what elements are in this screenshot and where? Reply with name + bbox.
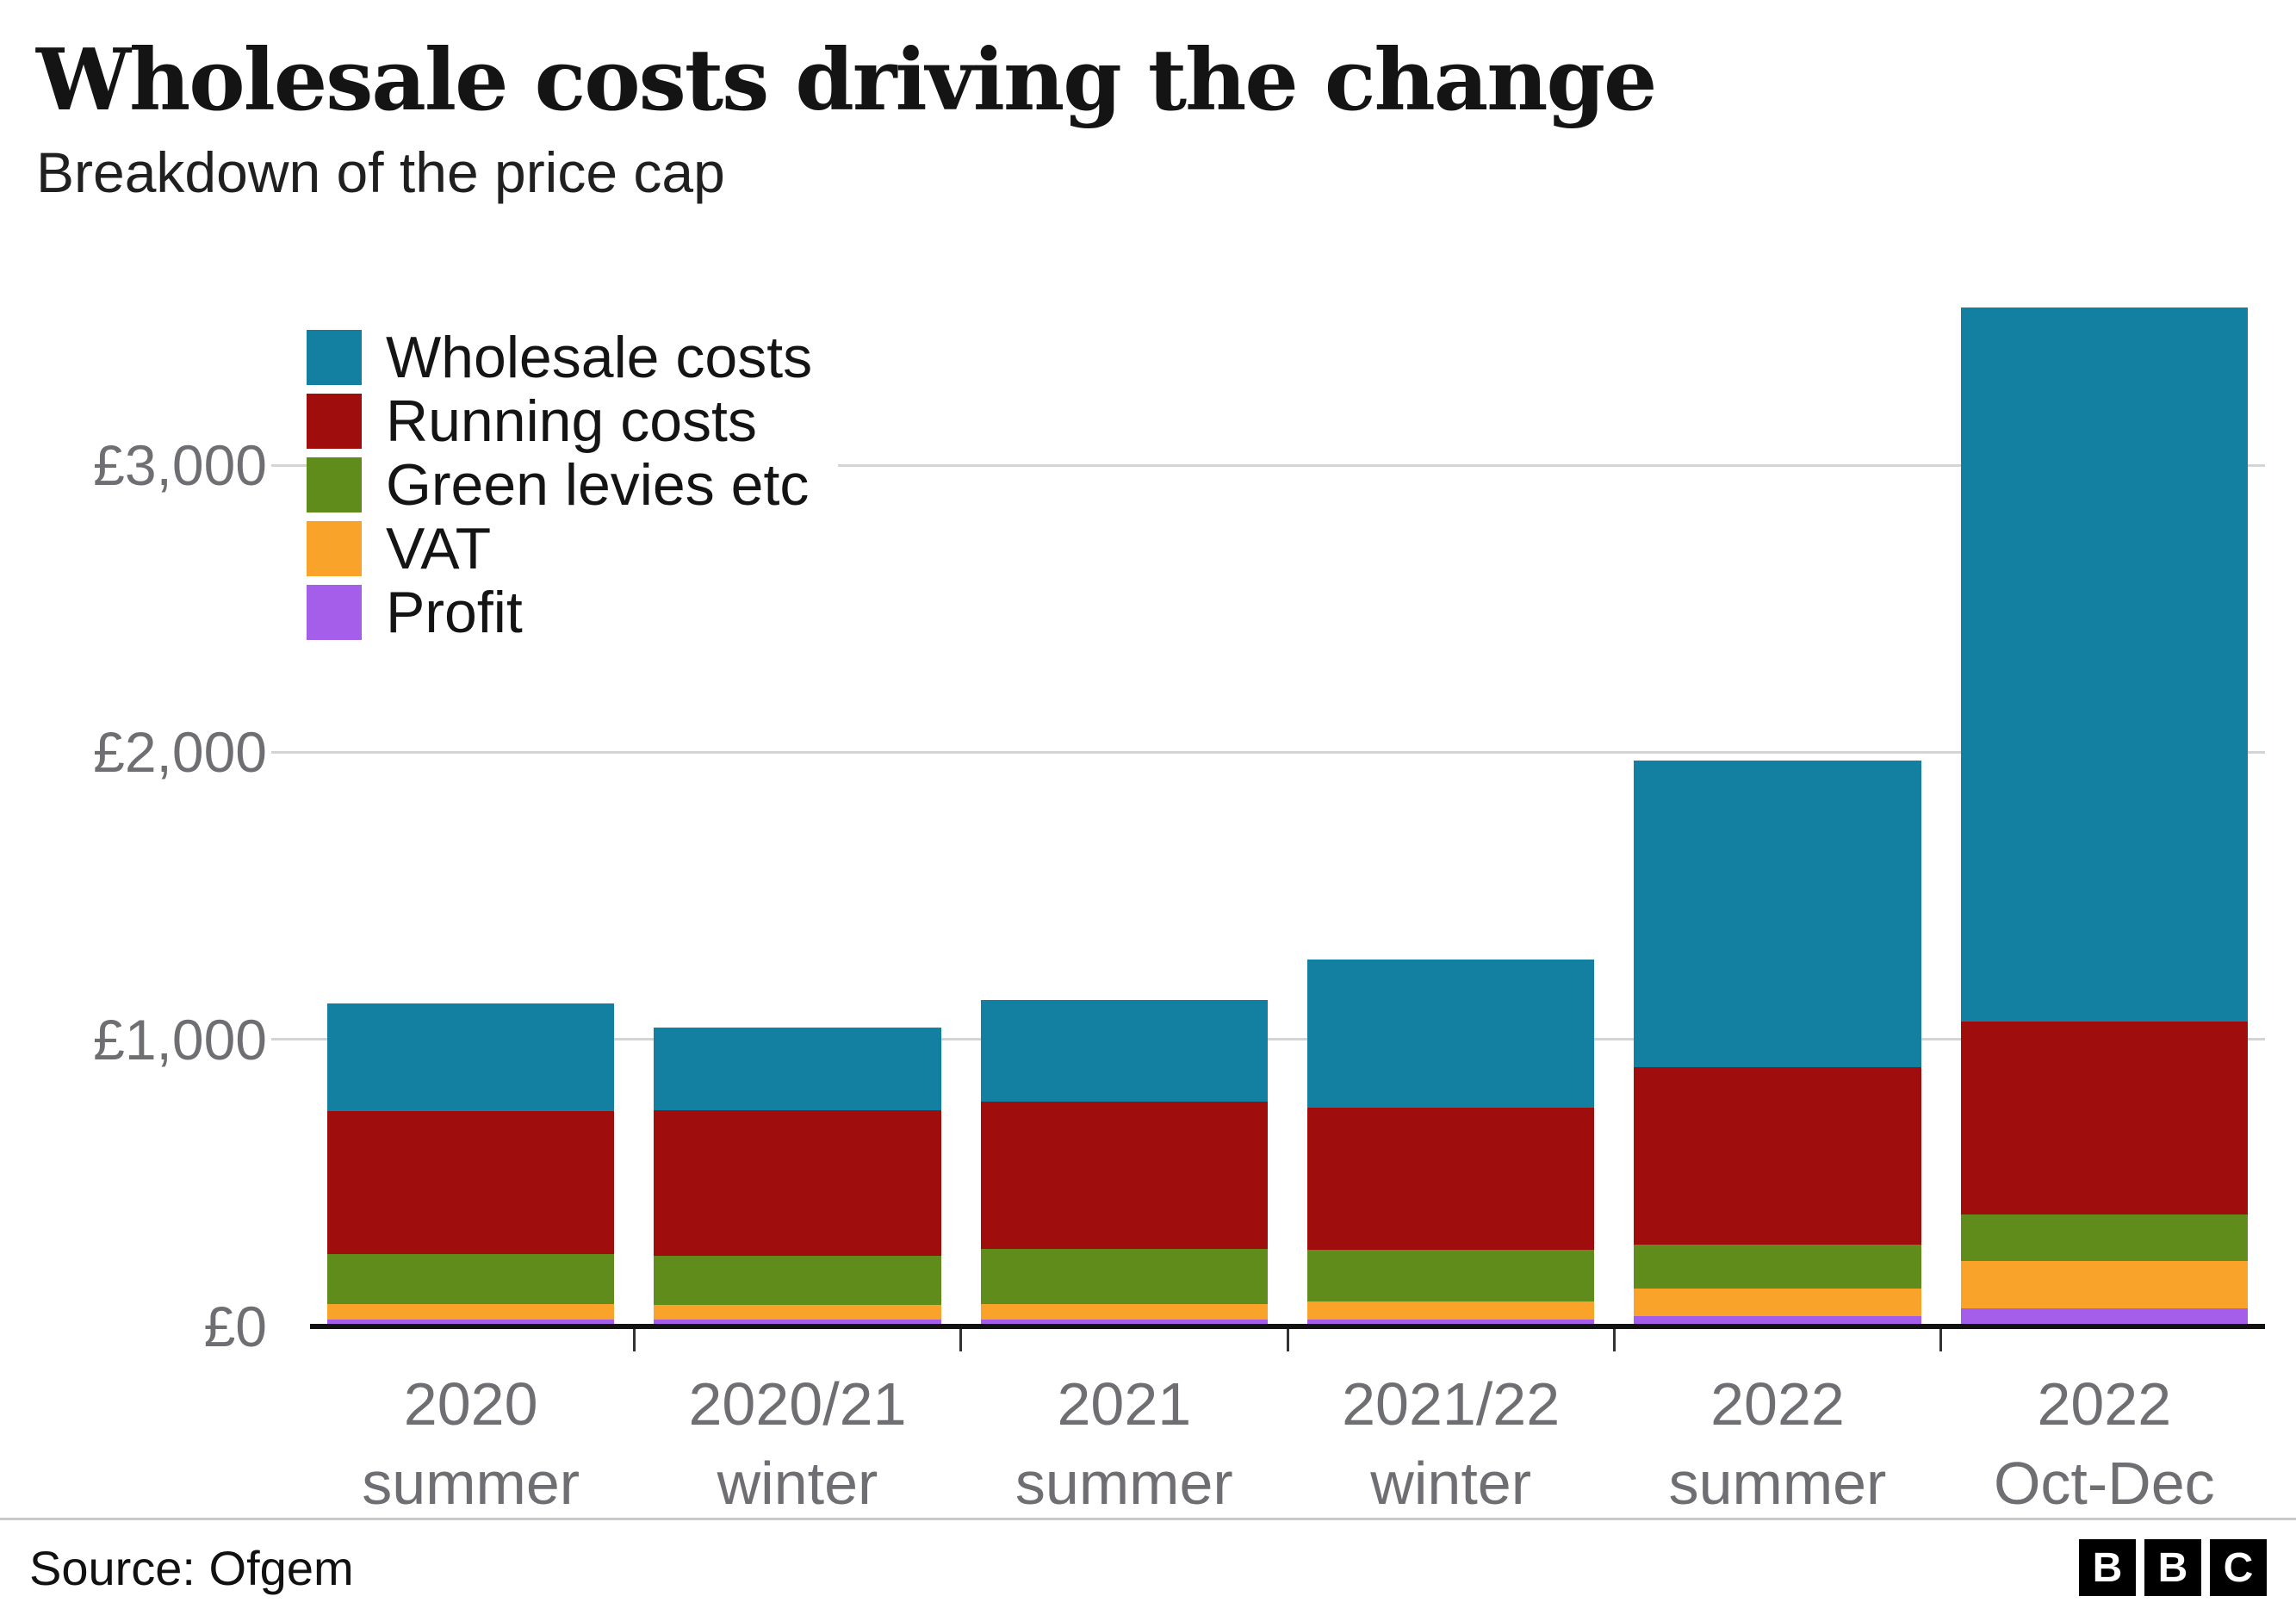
segment-profit [1306, 1319, 1595, 1326]
gridline-3000 [271, 463, 2265, 467]
segment-profit [980, 1319, 1268, 1326]
x-axis-label-2022-summer: 2022 summer [1634, 1364, 1921, 1523]
legend-item-green-levies-etc: Green levies etc [307, 452, 839, 518]
segment-vat [1634, 1289, 1921, 1316]
segment-running-costs [1634, 1066, 1921, 1245]
segment-vat [980, 1303, 1268, 1320]
segment-running-costs [1960, 1022, 2248, 1215]
segment-wholesale-costs [1306, 960, 1595, 1109]
segment-wholesale-costs [980, 999, 1268, 1102]
bbc-logo-letter: C [2210, 1539, 2267, 1596]
legend-label-wholesale-costs: Wholesale costs [386, 325, 813, 390]
legend-swatch-running-costs [307, 394, 362, 449]
segment-vat [1960, 1260, 2248, 1308]
segment-green-levies-etc [1960, 1214, 2248, 1261]
x-axis-label-line2: Oct-Dec [1993, 1450, 2215, 1517]
gridline-1000 [271, 1038, 2265, 1041]
segment-vat [327, 1303, 615, 1320]
legend-label-running-costs: Running costs [386, 388, 757, 454]
segment-vat [1306, 1301, 1595, 1320]
bar-2020-summer [327, 1003, 615, 1326]
x-axis-label-line2: winter [1370, 1450, 1532, 1517]
chart-subtitle: Breakdown of the price cap [36, 140, 725, 204]
bar-2021-summer [980, 999, 1268, 1326]
segment-running-costs [327, 1110, 615, 1255]
x-axis-label-line2: summer [362, 1450, 580, 1517]
x-axis-label-line1: 2021 [1057, 1370, 1192, 1438]
x-axis-label-line2: summer [1668, 1450, 1887, 1517]
x-axis-label-line1: 2022 [2037, 1370, 2172, 1438]
y-axis-label-0: £0 [203, 1295, 267, 1358]
x-axis-tick [1939, 1329, 1942, 1351]
bars-container [310, 293, 2265, 1326]
y-axis-label-1000: £1,000 [93, 1007, 267, 1071]
x-axis-tick [1286, 1329, 1289, 1351]
segment-green-levies-etc [654, 1255, 941, 1306]
segment-wholesale-costs [1960, 307, 2248, 1022]
bar-2020-21-winter [654, 1027, 941, 1326]
segment-running-costs [980, 1101, 1268, 1250]
legend-swatch-wholesale-costs [307, 330, 362, 385]
footer-divider [0, 1518, 2296, 1520]
x-axis-label-2020-21-winter: 2020/21 winter [654, 1364, 940, 1523]
segment-running-costs [1306, 1108, 1595, 1251]
x-axis-label-line2: summer [1015, 1450, 1233, 1517]
x-axis-label-line1: 2021/22 [1342, 1370, 1561, 1438]
legend-item-running-costs: Running costs [307, 389, 786, 453]
x-axis-label-line2: winter [717, 1450, 878, 1517]
legend-item-profit: Profit [307, 581, 552, 644]
x-axis-label-2021-summer: 2021 summer [981, 1364, 1268, 1523]
legend-label-profit: Profit [386, 580, 523, 645]
chart-footer: Source: Ofgem B B C [29, 1523, 2267, 1612]
segment-wholesale-costs [327, 1003, 615, 1111]
segment-wholesale-costs [1634, 761, 1921, 1067]
bar-2022-summer [1634, 761, 1921, 1326]
segment-green-levies-etc [327, 1254, 615, 1304]
legend-swatch-green-levies-etc [307, 457, 362, 512]
bbc-logo-letter: B [2144, 1539, 2201, 1596]
x-axis-label-2021-22-winter: 2021/22 winter [1307, 1364, 1594, 1523]
chart-header: Wholesale costs driving the change Break… [36, 31, 1657, 205]
gridline-2000 [271, 750, 2265, 754]
bbc-logo-letter: B [2079, 1539, 2136, 1596]
x-axis-label-line1: 2022 [1710, 1370, 1845, 1438]
chart-legend: Wholesale costs Running costs Green levies… [307, 325, 842, 644]
x-axis-tick [959, 1329, 962, 1351]
segment-green-levies-etc [1634, 1245, 1921, 1289]
segment-running-costs [654, 1110, 941, 1256]
legend-swatch-profit [307, 585, 362, 640]
chart-title: Wholesale costs driving the change [36, 31, 1657, 130]
x-axis-label-line1: 2020/21 [688, 1370, 907, 1438]
x-axis-tick [1612, 1329, 1616, 1351]
legend-item-wholesale-costs: Wholesale costs [307, 325, 842, 390]
price-cap-stacked-bar-chart: Wholesale costs Running costs Green levies… [93, 293, 2265, 1517]
x-axis-label-line1: 2020 [403, 1370, 538, 1438]
legend-label-vat: VAT [386, 516, 492, 581]
x-axis-baseline [310, 1324, 2265, 1329]
x-axis-labels: 2020 summer 2020/21 winter 2021 summer 2021/22… [310, 1364, 2265, 1523]
segment-vat [654, 1305, 941, 1320]
legend-item-vat: VAT [307, 516, 521, 581]
segment-profit [327, 1319, 615, 1326]
x-axis-label-2022-oct-dec: 2022 Oct-Dec [1961, 1364, 2248, 1523]
bar-2022-oct-dec [1960, 307, 2248, 1326]
segment-profit [654, 1319, 941, 1326]
segment-green-levies-etc [980, 1249, 1268, 1304]
y-axis-label-2000: £2,000 [93, 720, 267, 785]
bar-2021-22-winter [1306, 960, 1595, 1326]
source-label: Source: Ofgem [29, 1540, 354, 1595]
segment-green-levies-etc [1306, 1250, 1595, 1302]
x-axis-label-2020-summer: 2020 summer [327, 1364, 614, 1523]
y-axis-label-3000: £3,000 [93, 433, 267, 497]
segment-profit [1634, 1315, 1921, 1326]
segment-wholesale-costs [654, 1027, 941, 1111]
legend-label-green-levies-etc: Green levies etc [386, 452, 810, 518]
bbc-logo: B B C [2079, 1539, 2267, 1596]
segment-profit [1960, 1308, 2248, 1326]
x-axis-tick [632, 1329, 636, 1351]
legend-swatch-vat [307, 521, 362, 576]
